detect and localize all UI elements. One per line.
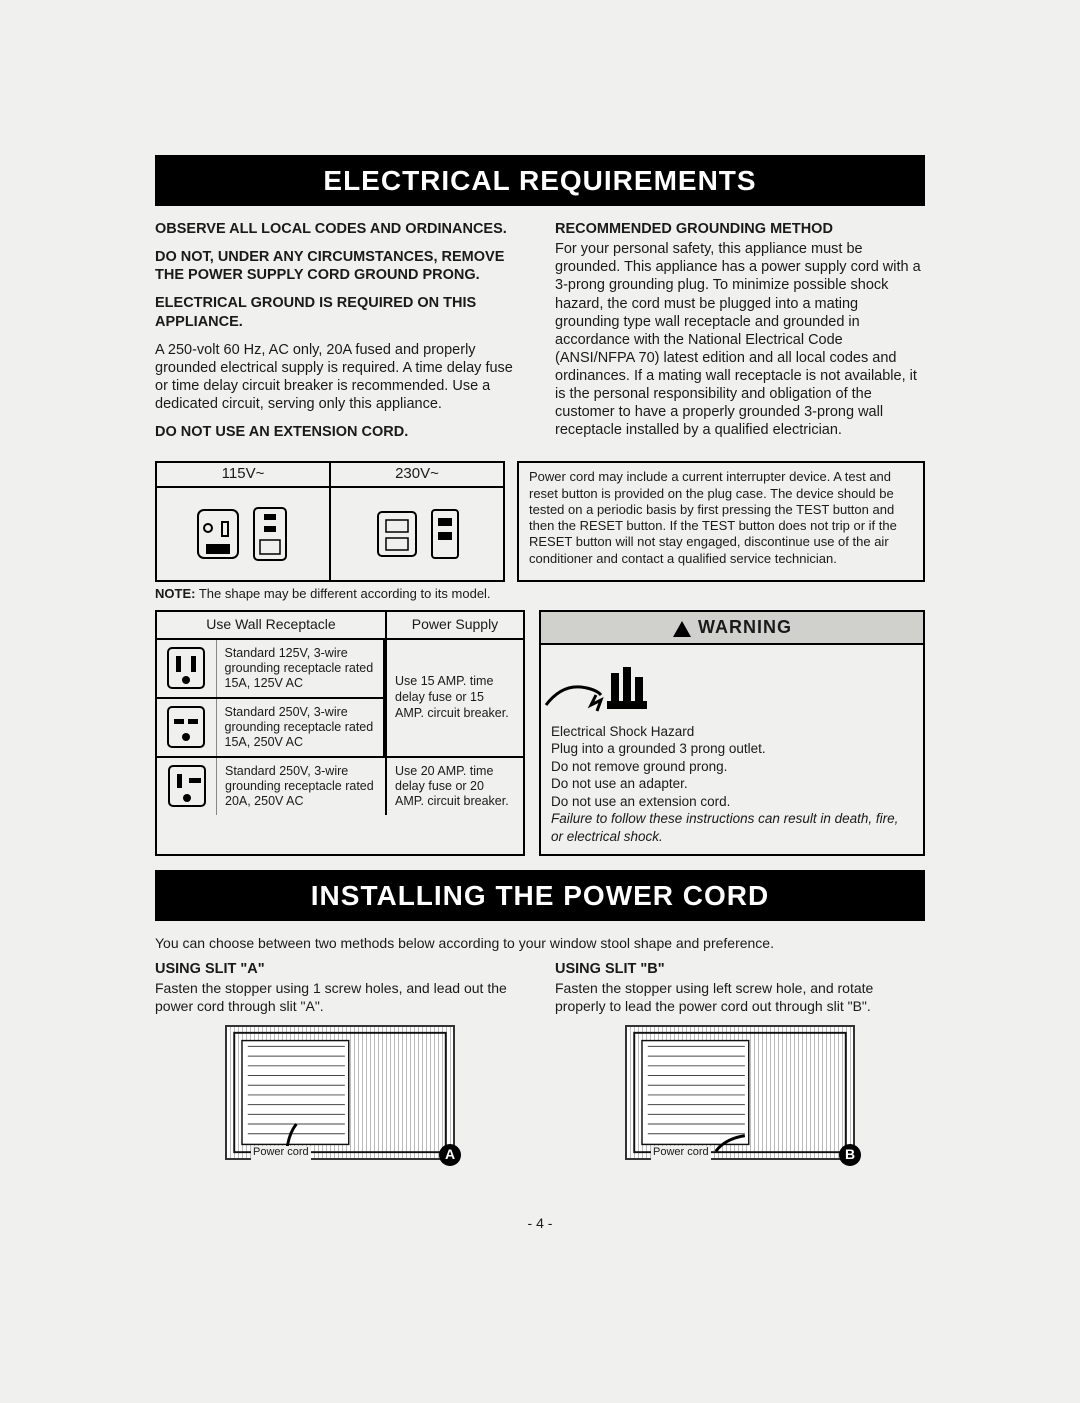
plug-115-icon [194,504,242,564]
warn-line3: Do not remove ground prong. [551,758,913,776]
receptacle-250v-20a: Standard 250V, 3-wire grounding receptac… [217,758,387,815]
fig-a-cord-label: Power cord [251,1146,311,1160]
outlet-250v-15a-icon [157,699,217,756]
warn-line6: Failure to follow these instructions can… [551,810,913,845]
receptacle-table: Use Wall Receptacle Power Supply Standar… [155,610,525,855]
receptacle-125v: Standard 125V, 3-wire grounding receptac… [217,640,386,697]
slit-b-head: USING SLIT "B" [555,960,925,978]
supply-spec: A 250-volt 60 Hz, AC only, 20A fused and… [155,341,525,414]
shock-hand-icon [541,645,923,719]
voltage-230-cell: 230V~ [331,463,503,580]
warning-body: Electrical Shock Hazard Plug into a grou… [541,719,923,854]
voltage-row: 115V~ 230V~ Power cord may inc [155,461,925,582]
supply-20amp: Use 20 AMP. time delay fuse or 20 AMP. c… [387,758,523,815]
slit-a-figure: Power cord A [155,1025,525,1185]
do-not-remove-prong: DO NOT, UNDER ANY CIRCUMSTANCES, REMOVE … [155,248,525,284]
slit-a-text: Fasten the stopper using 1 screw holes, … [155,980,525,1015]
ground-required: ELECTRICAL GROUND IS REQUIRED ON THIS AP… [155,294,525,330]
voltage-table: 115V~ 230V~ [155,461,505,582]
observe-codes: OBSERVE ALL LOCAL CODES AND ORDINANCES. [155,220,525,238]
receptacle-250v-15a: Standard 250V, 3-wire grounding receptac… [217,699,386,756]
warn-line1: Electrical Shock Hazard [551,723,913,741]
slit-b-figure: Power cord B [555,1025,925,1185]
warning-title-text: WARNING [698,617,792,637]
mid-row: Use Wall Receptacle Power Supply Standar… [155,610,925,855]
slit-b-col: USING SLIT "B" Fasten the stopper using … [555,960,925,1185]
slit-a-head: USING SLIT "A" [155,960,525,978]
banner-electrical: ELECTRICAL REQUIREMENTS [155,155,925,206]
fig-a-badge: A [439,1144,461,1166]
fig-b-cord-label: Power cord [651,1146,711,1160]
electrical-columns: OBSERVE ALL LOCAL CODES AND ORDINANCES. … [155,220,925,451]
right-column: RECOMMENDED GROUNDING METHOD For your pe… [555,220,925,451]
warning-triangle-icon [672,620,692,638]
col-receptacle: Use Wall Receptacle [157,612,387,638]
slit-a-col: USING SLIT "A" Fasten the stopper using … [155,960,525,1185]
shape-note: NOTE: NOTE: The shape may be different a… [155,586,925,602]
lcdi-230-icon [428,504,462,564]
fig-b-badge: B [839,1144,861,1166]
voltage-115-label: 115V~ [157,463,329,488]
lcdi-115-icon [248,504,292,564]
grounding-head: RECOMMENDED GROUNDING METHOD [555,220,925,238]
col-power-supply: Power Supply [387,612,523,638]
slit-b-text: Fasten the stopper using left screw hole… [555,980,925,1015]
plug-230-icon [372,504,422,564]
no-extension-cord: DO NOT USE AN EXTENSION CORD. [155,423,525,441]
interrupter-info: Power cord may include a current interru… [517,461,925,582]
warning-title: WARNING [541,612,923,645]
slit-intro: You can choose between two methods below… [155,935,925,953]
voltage-230-label: 230V~ [331,463,503,488]
warning-box: WARNING Electrical Shock Hazard Plug int… [539,610,925,855]
grounding-body: For your personal safety, this appliance… [555,240,925,439]
page-number: - 4 - [155,1215,925,1233]
warn-line4: Do not use an adapter. [551,775,913,793]
warn-line2: Plug into a grounded 3 prong outlet. [551,740,913,758]
outlet-250v-20a-icon [157,758,217,815]
outlet-125v-icon [157,640,217,697]
warn-line5: Do not use an extension cord. [551,793,913,811]
supply-15amp: Use 15 AMP. time delay fuse or 15 AMP. c… [387,640,523,756]
voltage-115-cell: 115V~ [157,463,331,580]
left-column: OBSERVE ALL LOCAL CODES AND ORDINANCES. … [155,220,525,451]
slit-row: USING SLIT "A" Fasten the stopper using … [155,960,925,1185]
banner-installing: INSTALLING THE POWER CORD [155,870,925,921]
